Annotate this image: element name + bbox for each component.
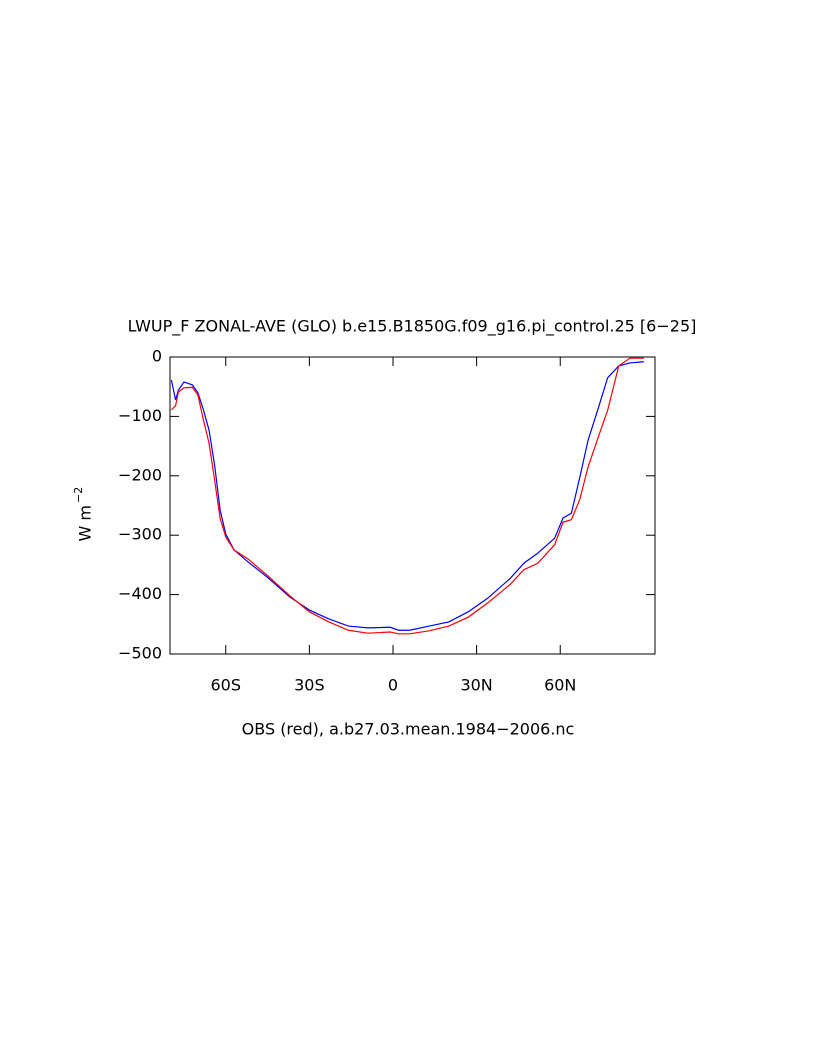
y-tick-label: −200 (118, 465, 162, 484)
x-tick-label: 30N (460, 676, 492, 695)
y-tick-label: −300 (118, 525, 162, 544)
x-axis-label: OBS (red), a.b27.03.mean.1984−2006.nc (242, 720, 575, 739)
y-tick-label: 0 (152, 347, 162, 366)
data-line (170, 361, 644, 631)
y-tick-label: −100 (118, 406, 162, 425)
chart-title: LWUP_F ZONAL-AVE (GLO) b.e15.B1850G.f09_… (128, 317, 697, 337)
y-tick-label: −400 (118, 584, 162, 603)
y-tick-label: −500 (118, 644, 162, 663)
x-tick-label: 60S (210, 676, 241, 695)
x-tick-label: 0 (388, 676, 398, 695)
x-tick-label: 60N (544, 676, 576, 695)
y-axis-label-superscript: −2 (72, 487, 85, 503)
y-axis-label: W m (76, 505, 95, 542)
y-axis-label-group: W m −2 (72, 487, 95, 542)
x-tick-label: 30S (294, 676, 325, 695)
plot-frame (169, 356, 656, 655)
data-line (170, 357, 644, 635)
